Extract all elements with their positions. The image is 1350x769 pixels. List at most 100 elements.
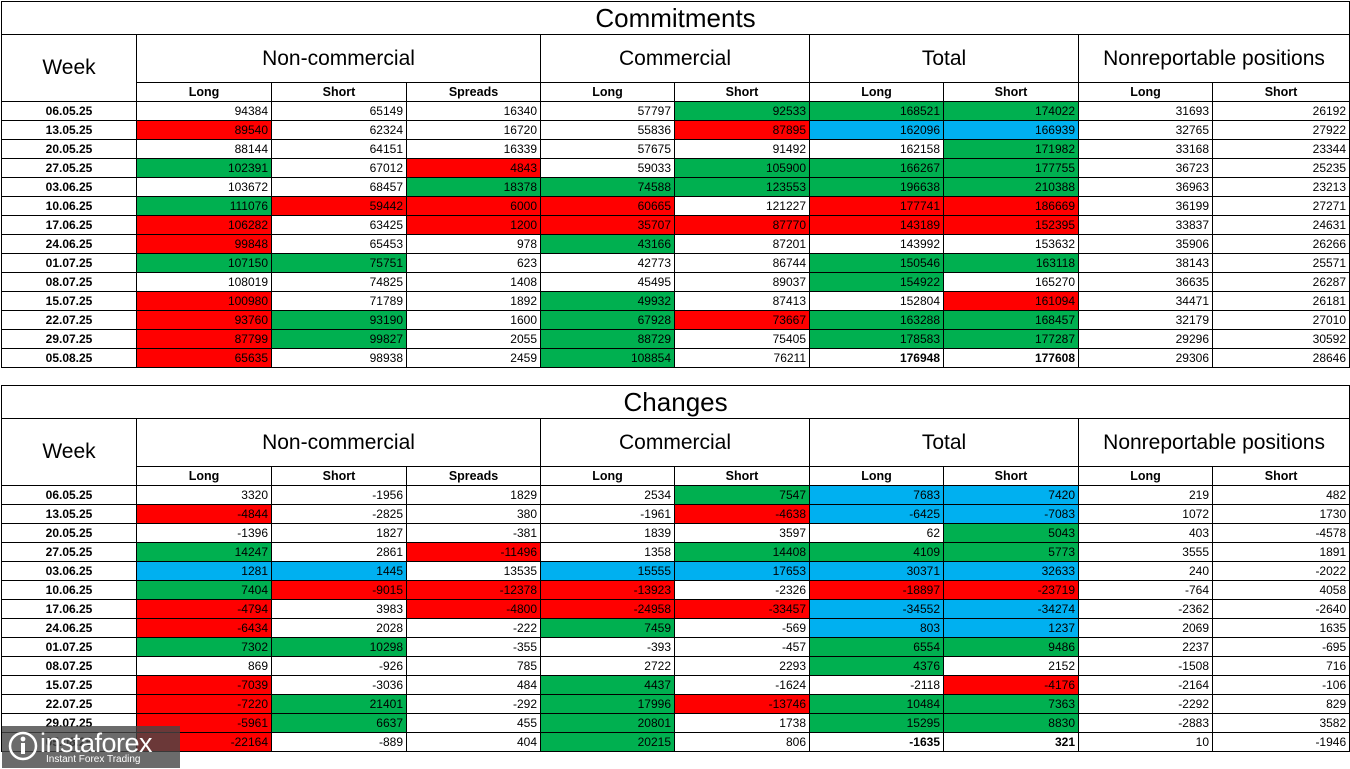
value-cell: 87895 xyxy=(674,120,810,140)
value-cell: 20801 xyxy=(540,713,675,733)
value-cell: 76211 xyxy=(674,348,810,368)
value-cell: 163118 xyxy=(943,253,1079,273)
subcol-header: Short xyxy=(943,466,1079,486)
value-cell: 26192 xyxy=(1211,101,1350,121)
value-cell: 49932 xyxy=(540,291,675,311)
value-cell: -1624 xyxy=(674,675,810,695)
subcol-header: Long xyxy=(809,82,944,102)
value-cell: 7683 xyxy=(809,485,944,505)
week-cell: 27.05.25 xyxy=(1,542,137,562)
value-cell: -106 xyxy=(1211,675,1350,695)
table-row: 10.06.25 111076 59442 6000 60665 121227 177741… xyxy=(1,196,1350,216)
week-cell: 29.07.25 xyxy=(1,329,137,349)
changes-table: Changes Week Non-commercial Commercial T… xyxy=(0,385,1350,752)
table-row: 08.07.25 108019 74825 1408 45495 89037 154922 1… xyxy=(1,272,1350,292)
week-cell: 13.05.25 xyxy=(1,120,137,140)
value-cell: 623 xyxy=(406,253,541,273)
value-cell: 111076 xyxy=(136,196,272,216)
value-cell: 162158 xyxy=(809,139,944,159)
value-cell: 27010 xyxy=(1211,310,1350,330)
value-cell: 829 xyxy=(1211,694,1350,714)
value-cell: -393 xyxy=(540,637,675,657)
value-cell: 87770 xyxy=(674,215,810,235)
week-cell: 22.07.25 xyxy=(1,310,137,330)
table-row: 06.05.25 94384 65149 16340 57797 92533 168521 1… xyxy=(1,101,1350,121)
value-cell: 14408 xyxy=(674,542,810,562)
table-row: 01.07.25 107150 75751 623 42773 86744 150546 16… xyxy=(1,253,1350,273)
table-row: 03.06.25 1281 1445 13535 15555 17653 30371 3263… xyxy=(1,561,1350,581)
section-title: Commitments xyxy=(0,1,1350,35)
value-cell: 26287 xyxy=(1211,272,1350,292)
value-cell: 60665 xyxy=(540,196,675,216)
subcol-header: Long xyxy=(1078,82,1213,102)
value-cell: 2534 xyxy=(540,485,675,505)
value-cell: -6425 xyxy=(809,504,944,524)
value-cell: 17653 xyxy=(674,561,810,581)
value-cell: -355 xyxy=(406,637,541,657)
value-cell: 36963 xyxy=(1078,177,1213,197)
table-row: 22.07.25 -7220 21401 -292 17996 -13746 10484 73… xyxy=(1,694,1350,714)
week-cell: 22.07.25 xyxy=(1,694,137,714)
value-cell: 143189 xyxy=(809,215,944,235)
value-cell: 716 xyxy=(1211,656,1350,676)
value-cell: 86744 xyxy=(674,253,810,273)
value-cell: 2293 xyxy=(674,656,810,676)
week-cell: 20.05.25 xyxy=(1,523,137,543)
subcol-header: Short xyxy=(271,466,407,486)
value-cell: 177755 xyxy=(943,158,1079,178)
value-cell: 2028 xyxy=(271,618,407,638)
value-cell: 4843 xyxy=(406,158,541,178)
week-header: Week xyxy=(1,34,137,102)
value-cell: 404 xyxy=(406,732,541,752)
value-cell: 9486 xyxy=(943,637,1079,657)
value-cell: 3983 xyxy=(271,599,407,619)
value-cell: 869 xyxy=(136,656,272,676)
section-title: Changes xyxy=(0,385,1350,419)
value-cell: 10298 xyxy=(271,637,407,657)
value-cell: 1730 xyxy=(1211,504,1350,524)
value-cell: 42773 xyxy=(540,253,675,273)
value-cell: 166939 xyxy=(943,120,1079,140)
value-cell: 26266 xyxy=(1211,234,1350,254)
value-cell: 74825 xyxy=(271,272,407,292)
subcol-header: Long xyxy=(136,466,272,486)
week-cell: 06.05.25 xyxy=(1,101,137,121)
week-cell: 01.07.25 xyxy=(1,253,137,273)
value-cell: 150546 xyxy=(809,253,944,273)
value-cell: 74588 xyxy=(540,177,675,197)
group-header-nonreportable: Nonreportable positions xyxy=(1077,418,1350,467)
value-cell: 25571 xyxy=(1211,253,1350,273)
value-cell: -926 xyxy=(271,656,407,676)
group-header-total: Total xyxy=(809,418,1079,467)
value-cell: 62 xyxy=(809,523,944,543)
value-cell: 62324 xyxy=(271,120,407,140)
value-cell: 7420 xyxy=(943,485,1079,505)
value-cell: -695 xyxy=(1211,637,1350,657)
value-cell: 1358 xyxy=(540,542,675,562)
value-cell: 123553 xyxy=(674,177,810,197)
week-cell: 03.06.25 xyxy=(1,177,137,197)
value-cell: 73667 xyxy=(674,310,810,330)
week-cell: 15.07.25 xyxy=(1,291,137,311)
value-cell: 107150 xyxy=(136,253,272,273)
value-cell: 88144 xyxy=(136,139,272,159)
group-header-commercial: Commercial xyxy=(540,34,810,83)
group-header-non-commercial: Non-commercial xyxy=(136,34,541,83)
value-cell: 3555 xyxy=(1078,542,1213,562)
value-cell: 99848 xyxy=(136,234,272,254)
table-row: 15.07.25 -7039 -3036 484 4437 -1624 -2118 -4176… xyxy=(1,675,1350,695)
value-cell: -4176 xyxy=(943,675,1079,695)
value-cell: 87413 xyxy=(674,291,810,311)
value-cell: 153632 xyxy=(943,234,1079,254)
value-cell: 55836 xyxy=(540,120,675,140)
value-cell: 67928 xyxy=(540,310,675,330)
week-cell: 03.06.25 xyxy=(1,561,137,581)
value-cell: 4437 xyxy=(540,675,675,695)
value-cell: 785 xyxy=(406,656,541,676)
value-cell: 33168 xyxy=(1078,139,1213,159)
value-cell: 32765 xyxy=(1078,120,1213,140)
table-row: 29.07.25 -5961 6637 455 20801 1738 15295 8830 -2… xyxy=(1,713,1350,733)
subcol-header: Long xyxy=(540,466,675,486)
value-cell: 30371 xyxy=(809,561,944,581)
value-cell: 174022 xyxy=(943,101,1079,121)
